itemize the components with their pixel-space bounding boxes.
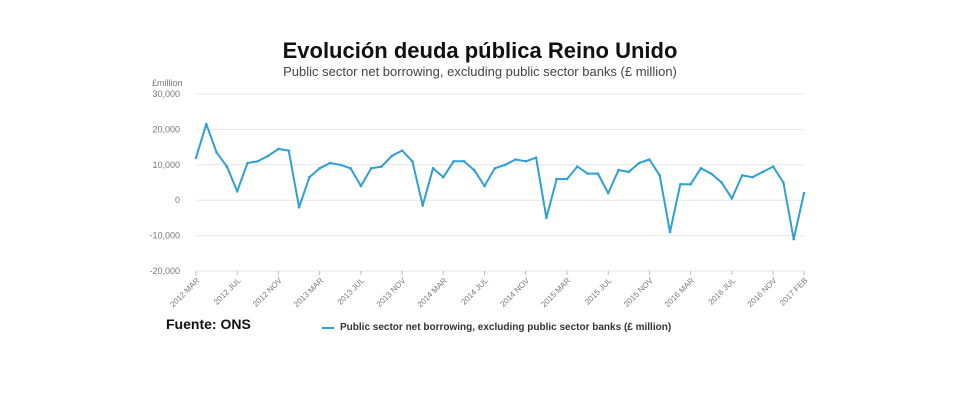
- data-point: [534, 156, 538, 160]
- data-point: [699, 167, 703, 170]
- data-point: [225, 165, 229, 168]
- y-tick-label: -10,000: [149, 231, 180, 241]
- x-tick-label: 2015 JUL: [583, 276, 614, 307]
- data-point: [349, 167, 352, 170]
- data-point: [658, 174, 662, 177]
- data-point: [462, 159, 466, 163]
- series-line: [195, 123, 805, 241]
- chart-title: Evolución deuda pública Reino Unido: [282, 38, 678, 63]
- data-point: [679, 182, 682, 186]
- y-tick-label: -20,000: [149, 266, 180, 276]
- data-point: [575, 165, 579, 168]
- data-point: [411, 159, 414, 163]
- data-point: [565, 177, 569, 181]
- data-point: [318, 167, 321, 170]
- x-tick-label: 2016 MAR: [663, 276, 696, 309]
- data-point: [328, 161, 332, 165]
- data-point: [452, 159, 455, 163]
- data-point: [246, 161, 249, 165]
- x-tick-label: 2014 MAR: [416, 276, 449, 309]
- y-tick-label: 0: [175, 195, 180, 205]
- y-tick-label: 20,000: [152, 124, 180, 134]
- data-point: [771, 165, 775, 168]
- data-point: [277, 147, 280, 151]
- data-point: [802, 191, 806, 195]
- data-point: [503, 163, 507, 167]
- data-point: [338, 163, 342, 167]
- data-point: [369, 167, 373, 170]
- data-point: [524, 159, 528, 163]
- x-tick-label: 2014 JUL: [459, 276, 490, 307]
- x-tick-label: 2012 NOV: [251, 276, 284, 309]
- x-tick-label: 2013 NOV: [375, 276, 408, 309]
- data-point: [359, 184, 363, 188]
- data-point: [194, 156, 198, 160]
- y-tick-label: 10,000: [152, 160, 180, 170]
- data-point: [215, 151, 218, 154]
- x-tick-label: 2013 MAR: [292, 276, 325, 309]
- legend-swatch: [322, 326, 334, 329]
- data-point: [730, 197, 734, 200]
- data-point: [720, 181, 723, 184]
- data-point: [617, 168, 620, 172]
- data-point: [782, 181, 785, 184]
- y-tick-label: 30,000: [152, 89, 180, 99]
- data-point: [493, 167, 497, 170]
- data-point: [637, 161, 641, 165]
- x-tick-label: 2013 JUL: [336, 276, 367, 307]
- data-point: [648, 158, 651, 161]
- data-point: [586, 172, 589, 175]
- x-tick-label: 2015 MAR: [539, 276, 572, 309]
- legend[interactable]: Public sector net borrowing, excluding p…: [322, 322, 671, 333]
- data-point: [256, 159, 260, 163]
- data-point: [668, 230, 672, 234]
- x-tick-label: 2014 NOV: [498, 276, 531, 309]
- data-point: [555, 177, 558, 181]
- data-point: [761, 170, 765, 174]
- x-tick-label: 2016 JUL: [707, 276, 738, 307]
- data-point: [380, 165, 383, 168]
- data-point: [751, 175, 754, 179]
- data-point: [740, 174, 744, 177]
- data-point: [792, 237, 795, 241]
- data-point: [483, 184, 486, 188]
- x-tick-label: 2017 FEB: [778, 276, 810, 308]
- data-point: [308, 175, 311, 179]
- data-point: [266, 154, 270, 158]
- data-point: [390, 154, 394, 158]
- data-point: [205, 122, 208, 126]
- data-point: [596, 172, 600, 175]
- legend-label: Public sector net borrowing, excluding p…: [340, 322, 672, 333]
- data-point: [689, 182, 692, 186]
- data-point: [431, 167, 435, 170]
- chart-subtitle: Public sector net borrowing, excluding p…: [283, 64, 677, 79]
- data-point: [472, 168, 476, 172]
- data-point: [297, 205, 301, 209]
- x-tick-label: 2015 NOV: [622, 276, 655, 309]
- data-point: [627, 170, 631, 174]
- x-tick-label: 2012 MAR: [168, 276, 201, 309]
- data-point: [606, 191, 610, 195]
- data-point: [545, 216, 548, 220]
- data-point: [287, 149, 291, 152]
- data-point: [235, 190, 239, 193]
- x-tick-label: 2012 JUL: [212, 276, 243, 307]
- y-axis-unit-label: £million: [152, 78, 183, 88]
- data-point: [400, 149, 404, 152]
- source-label: Fuente: ONS: [166, 316, 251, 332]
- data-point: [421, 204, 425, 207]
- data-point: [709, 172, 713, 175]
- data-point: [514, 158, 517, 161]
- x-tick-label: 2016 NOV: [746, 276, 779, 309]
- data-point: [442, 175, 445, 179]
